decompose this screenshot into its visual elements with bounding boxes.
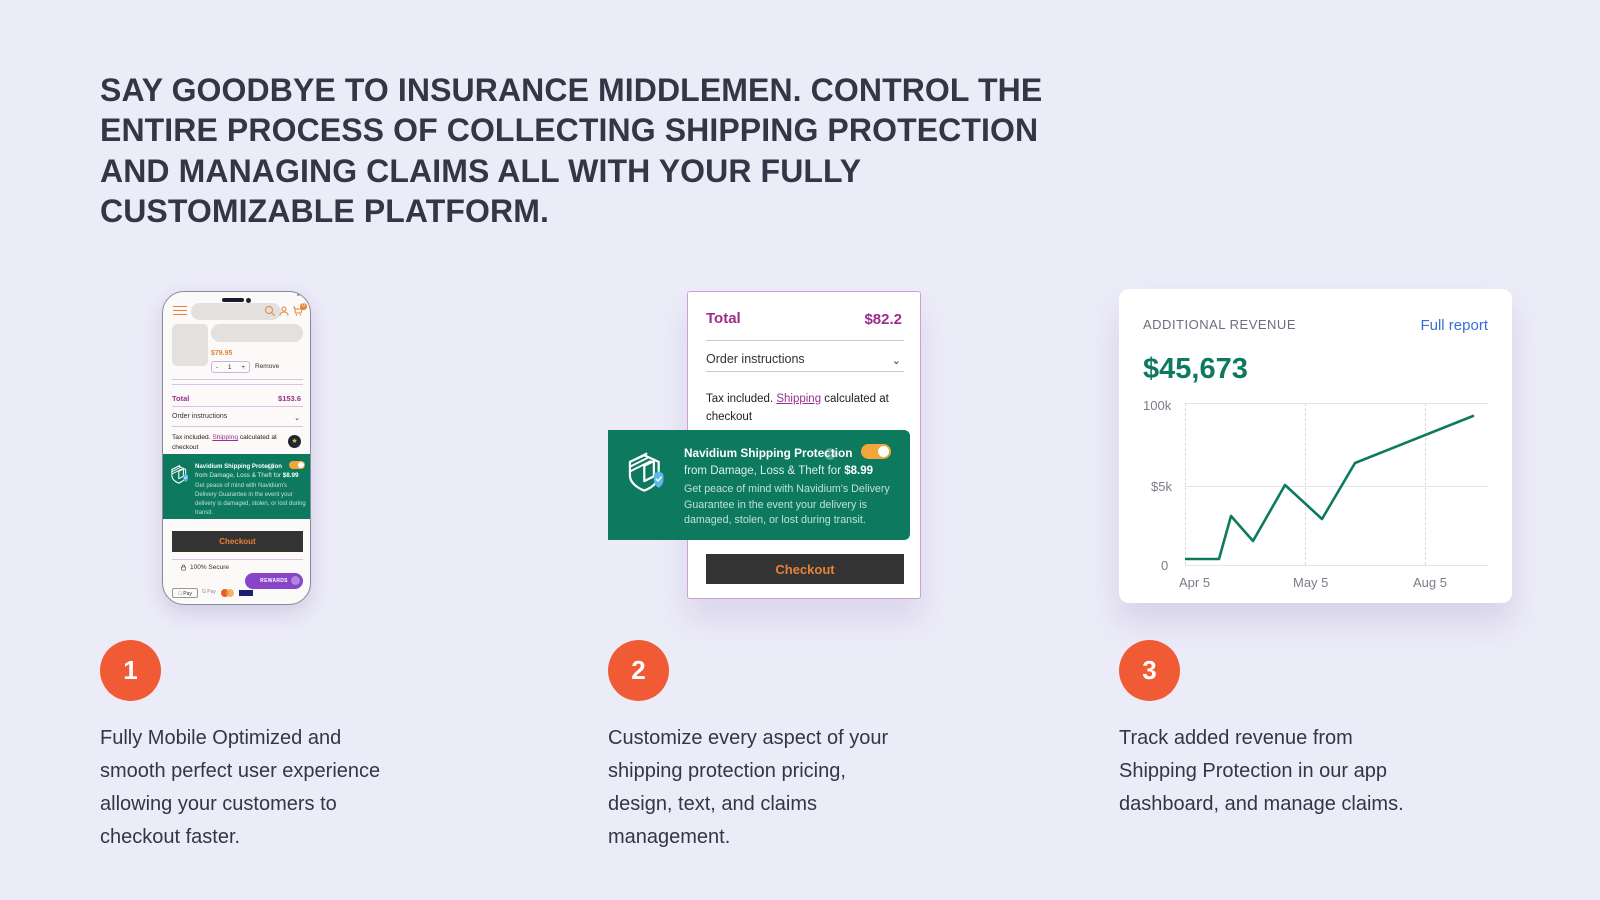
svg-text:?: ? [828,449,833,458]
